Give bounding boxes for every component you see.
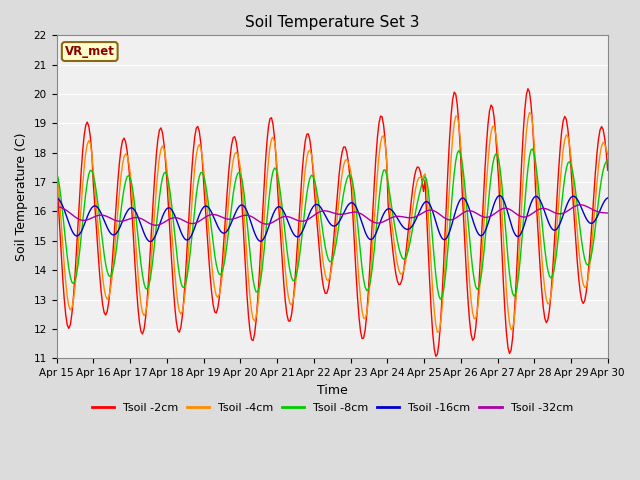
Tsoil -4cm bbox=[294, 259, 301, 265]
Tsoil -8cm bbox=[576, 227, 584, 232]
Tsoil -8cm bbox=[529, 146, 536, 152]
Tsoil -32cm bbox=[575, 202, 582, 208]
Line: Tsoil -4cm: Tsoil -4cm bbox=[56, 113, 608, 332]
Tsoil -16cm bbox=[120, 215, 128, 220]
Line: Tsoil -8cm: Tsoil -8cm bbox=[56, 149, 608, 299]
Tsoil -8cm bbox=[294, 266, 301, 272]
Tsoil -2cm bbox=[236, 165, 243, 170]
Tsoil -2cm bbox=[217, 279, 225, 285]
Tsoil -2cm bbox=[432, 353, 440, 359]
Tsoil -16cm bbox=[52, 195, 60, 201]
Tsoil -16cm bbox=[497, 193, 504, 199]
Tsoil -16cm bbox=[604, 195, 612, 201]
Tsoil -4cm bbox=[433, 329, 441, 335]
Tsoil -32cm bbox=[52, 204, 60, 209]
Tsoil -2cm bbox=[244, 312, 252, 318]
Tsoil -8cm bbox=[217, 272, 225, 277]
Tsoil -2cm bbox=[576, 288, 584, 294]
Tsoil -16cm bbox=[237, 202, 244, 208]
Tsoil -32cm bbox=[246, 213, 254, 219]
Line: Tsoil -32cm: Tsoil -32cm bbox=[56, 205, 608, 225]
Tsoil -2cm bbox=[604, 168, 612, 173]
Tsoil -8cm bbox=[436, 296, 444, 302]
Tsoil -2cm bbox=[52, 172, 60, 178]
Tsoil -8cm bbox=[236, 169, 243, 175]
Tsoil -32cm bbox=[295, 218, 303, 224]
Text: VR_met: VR_met bbox=[65, 45, 115, 58]
Tsoil -4cm bbox=[244, 276, 252, 281]
Tsoil -16cm bbox=[218, 230, 226, 236]
Tsoil -16cm bbox=[147, 239, 154, 244]
Tsoil -4cm bbox=[576, 260, 584, 266]
Tsoil -4cm bbox=[52, 166, 60, 172]
Tsoil -8cm bbox=[244, 235, 252, 240]
Tsoil -4cm bbox=[604, 152, 612, 157]
Tsoil -2cm bbox=[294, 239, 301, 244]
Tsoil -2cm bbox=[524, 86, 532, 92]
Tsoil -32cm bbox=[218, 215, 226, 220]
Tsoil -4cm bbox=[217, 284, 225, 289]
X-axis label: Time: Time bbox=[317, 384, 348, 396]
Tsoil -32cm bbox=[120, 218, 128, 224]
Tsoil -8cm bbox=[604, 157, 612, 163]
Tsoil -2cm bbox=[120, 135, 128, 141]
Tsoil -4cm bbox=[236, 158, 243, 164]
Line: Tsoil -2cm: Tsoil -2cm bbox=[56, 89, 608, 356]
Tsoil -16cm bbox=[576, 202, 584, 208]
Title: Soil Temperature Set 3: Soil Temperature Set 3 bbox=[245, 15, 419, 30]
Tsoil -8cm bbox=[52, 170, 60, 176]
Tsoil -32cm bbox=[152, 222, 160, 228]
Tsoil -4cm bbox=[120, 154, 128, 160]
Line: Tsoil -16cm: Tsoil -16cm bbox=[56, 196, 608, 241]
Tsoil -32cm bbox=[576, 202, 584, 208]
Tsoil -16cm bbox=[246, 216, 254, 222]
Tsoil -8cm bbox=[120, 186, 128, 192]
Tsoil -32cm bbox=[237, 214, 244, 219]
Legend: Tsoil -2cm, Tsoil -4cm, Tsoil -8cm, Tsoil -16cm, Tsoil -32cm: Tsoil -2cm, Tsoil -4cm, Tsoil -8cm, Tsoi… bbox=[87, 398, 577, 417]
Y-axis label: Soil Temperature (C): Soil Temperature (C) bbox=[15, 132, 28, 261]
Tsoil -32cm bbox=[604, 210, 612, 216]
Tsoil -16cm bbox=[295, 233, 303, 239]
Tsoil -4cm bbox=[525, 110, 533, 116]
